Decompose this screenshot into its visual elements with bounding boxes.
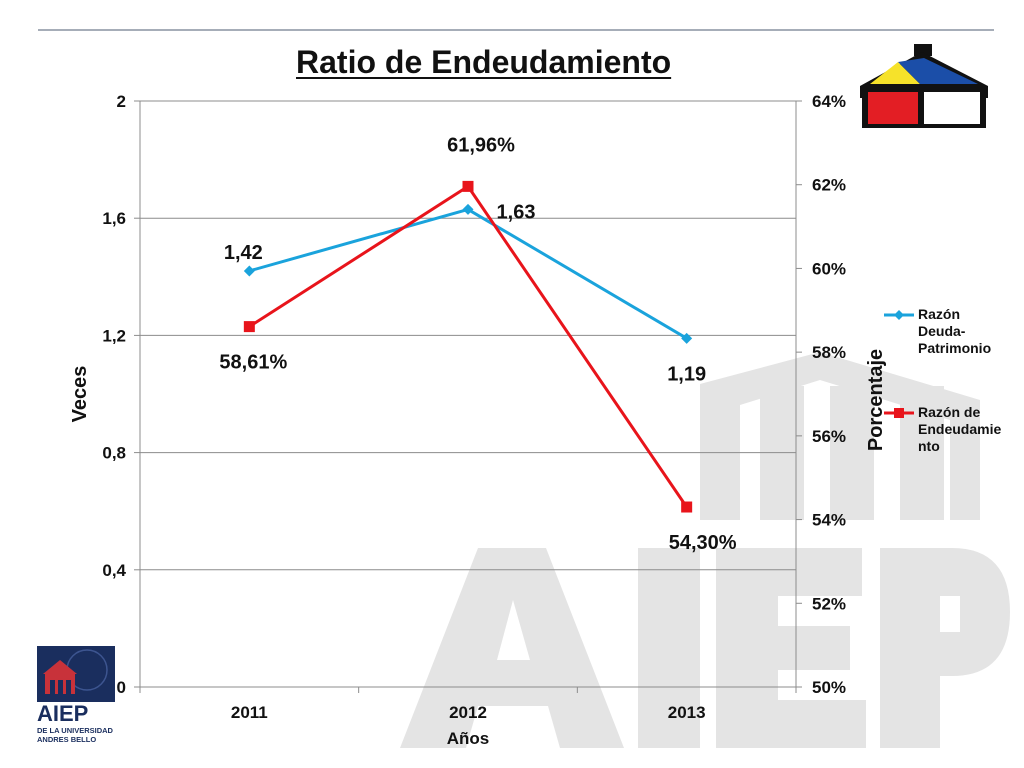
x-axis-title: Años [447, 729, 490, 748]
x-tick-label: 2013 [668, 703, 706, 722]
y2-tick-label: 64% [812, 92, 846, 111]
data-label: 1,19 [667, 363, 706, 385]
top-divider [38, 29, 994, 31]
house-logo-icon [860, 44, 988, 128]
series-line [248, 184, 688, 508]
x-tick-label: 2011 [231, 703, 268, 722]
y2-tick-label: 54% [812, 511, 846, 530]
y2-tick-label: 56% [812, 427, 846, 446]
series-line [248, 207, 688, 340]
x-tick-label: 2012 [449, 703, 487, 722]
legend-label-line: Razón [918, 306, 960, 322]
legend-label-line: Patrimonio [918, 340, 992, 356]
y-tick-label: 0,4 [102, 561, 126, 580]
y-tick-label: 0,8 [102, 444, 126, 463]
legend-label-line: Deuda- [918, 323, 966, 339]
data-label: 54,30% [669, 532, 737, 554]
y2-tick-label: 52% [812, 594, 846, 613]
legend-label-line: Razón de [918, 404, 981, 420]
y-tick-label: 1,2 [102, 326, 126, 345]
logo-line1: DE LA UNIVERSIDAD [37, 726, 113, 735]
y-tick-label: 0 [117, 678, 126, 697]
aiep-logo [37, 646, 115, 746]
data-point-marker [681, 501, 693, 513]
data-point-marker [462, 203, 474, 215]
legend-item-endeudamiento: Razón de Endeudamie nto [884, 404, 1014, 455]
data-label: 58,61% [219, 352, 287, 374]
chart-title: Ratio de Endeudamiento [296, 44, 672, 80]
y-axis-title: Veces [69, 366, 91, 423]
data-label: 1,42 [224, 242, 263, 264]
y2-axis-title: Porcentaje [865, 349, 887, 451]
legend-label-line: nto [918, 438, 940, 454]
legend-item-deuda-patrimonio: Razón Deuda- Patrimonio [884, 306, 1014, 357]
data-point-marker [243, 321, 255, 333]
legend-label-line: Endeudamie [918, 421, 1002, 437]
university-seal-icon [37, 646, 115, 702]
logo-brand: AIEP [37, 701, 89, 726]
data-label: 1,63 [497, 201, 536, 223]
data-point-marker [243, 265, 255, 277]
y-tick-label: 1,6 [102, 209, 126, 228]
data-point-marker [462, 180, 474, 192]
y-tick-label: 2 [117, 92, 126, 111]
data-label: 61,96% [447, 134, 515, 156]
y2-tick-label: 50% [812, 678, 846, 697]
chart-legend: Razón Deuda- Patrimonio Razón de Endeuda… [884, 306, 1014, 455]
logo-line2: ANDRES BELLO [37, 735, 97, 744]
y2-tick-label: 58% [812, 343, 846, 362]
data-point-marker [681, 332, 693, 344]
y2-tick-label: 60% [812, 259, 846, 278]
square-marker-icon [884, 408, 914, 418]
y2-tick-label: 62% [812, 176, 846, 195]
diamond-marker-icon [884, 310, 914, 320]
aiep-logo-text: AIEP DE LA UNIVERSIDAD ANDRES BELLO [37, 701, 115, 745]
